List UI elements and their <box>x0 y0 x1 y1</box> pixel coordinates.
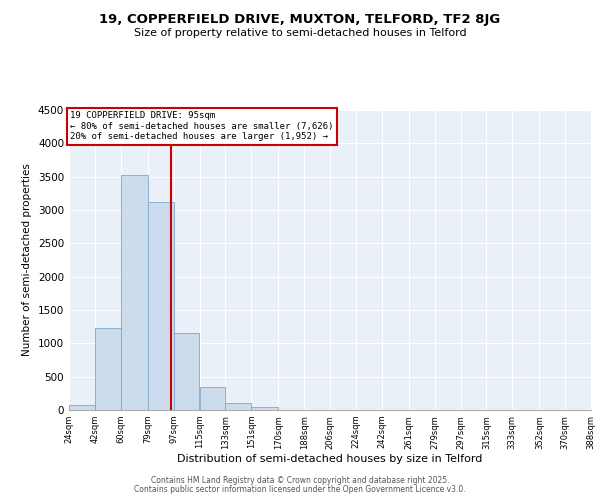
Bar <box>226 403 251 410</box>
Bar <box>199 387 226 410</box>
Bar <box>251 408 278 410</box>
Text: 19 COPPERFIELD DRIVE: 95sqm
← 80% of semi-detached houses are smaller (7,626)
20: 19 COPPERFIELD DRIVE: 95sqm ← 80% of sem… <box>70 112 334 141</box>
Text: 19, COPPERFIELD DRIVE, MUXTON, TELFORD, TF2 8JG: 19, COPPERFIELD DRIVE, MUXTON, TELFORD, … <box>100 12 500 26</box>
Bar <box>69 405 95 410</box>
X-axis label: Distribution of semi-detached houses by size in Telford: Distribution of semi-detached houses by … <box>178 454 482 464</box>
Bar <box>121 176 148 410</box>
Text: Contains public sector information licensed under the Open Government Licence v3: Contains public sector information licen… <box>134 485 466 494</box>
Bar <box>95 328 121 410</box>
Bar <box>148 202 173 410</box>
Bar <box>173 333 199 410</box>
Text: Size of property relative to semi-detached houses in Telford: Size of property relative to semi-detach… <box>134 28 466 38</box>
Y-axis label: Number of semi-detached properties: Number of semi-detached properties <box>22 164 32 356</box>
Text: Contains HM Land Registry data © Crown copyright and database right 2025.: Contains HM Land Registry data © Crown c… <box>151 476 449 485</box>
